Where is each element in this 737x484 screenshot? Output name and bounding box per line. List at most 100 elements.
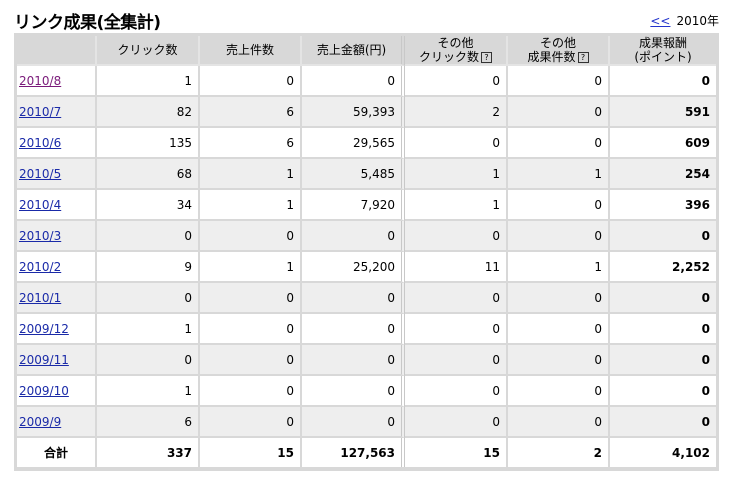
month-cell: 2009/9 — [17, 407, 97, 438]
clicks-cell: 34 — [97, 190, 200, 221]
month-cell: 2009/11 — [17, 345, 97, 376]
other-clicks-cell: 0 — [405, 314, 508, 345]
amount-cell: 7,920 — [302, 190, 405, 221]
header-label: その他 — [437, 36, 474, 50]
table-row: 2010/2 9 1 25,200 11 1 2,252 — [17, 252, 716, 283]
reward-cell: 0 — [610, 345, 716, 376]
sales-cell: 0 — [200, 407, 302, 438]
sales-cell: 0 — [200, 314, 302, 345]
help-icon[interactable]: ? — [577, 52, 589, 63]
reward-cell: 0 — [610, 314, 716, 345]
other-clicks-cell: 0 — [405, 345, 508, 376]
month-link[interactable]: 2010/8 — [19, 73, 62, 88]
table-row: 2010/5 68 1 5,485 1 1 254 — [17, 159, 716, 190]
header-month — [17, 36, 97, 66]
month-link[interactable]: 2010/4 — [19, 197, 62, 212]
clicks-cell: 82 — [97, 97, 200, 128]
month-cell: 2010/1 — [17, 283, 97, 314]
month-link[interactable]: 2010/6 — [19, 135, 62, 150]
clicks-cell: 6 — [97, 407, 200, 438]
header-label: クリック数 — [418, 50, 479, 64]
prev-year-link[interactable]: << — [650, 14, 671, 28]
month-link[interactable]: 2010/3 — [19, 228, 62, 243]
sales-cell: 1 — [200, 190, 302, 221]
header-label: (ポイント) — [634, 50, 692, 64]
clicks-cell: 135 — [97, 128, 200, 159]
month-link[interactable]: 2010/5 — [19, 166, 62, 181]
clicks-cell: 0 — [97, 283, 200, 314]
sales-cell: 0 — [200, 221, 302, 252]
reward-cell: 0 — [610, 376, 716, 407]
table-row: 2009/11 0 0 0 0 0 0 — [17, 345, 716, 376]
month-cell: 2010/7 — [17, 97, 97, 128]
clicks-cell: 68 — [97, 159, 200, 190]
other-clicks-cell: 0 — [405, 66, 508, 97]
month-link[interactable]: 2010/7 — [19, 104, 62, 119]
header-sales: 売上件数 — [200, 36, 302, 66]
month-cell: 2010/4 — [17, 190, 97, 221]
table-row: 2010/6 135 6 29,565 0 0 609 — [17, 128, 716, 159]
clicks-cell: 1 — [97, 66, 200, 97]
month-cell: 2010/6 — [17, 128, 97, 159]
other-results-cell: 0 — [508, 221, 610, 252]
month-link[interactable]: 2009/10 — [19, 383, 69, 398]
header-other-clicks: その他 クリック数? — [405, 36, 508, 66]
month-link[interactable]: 2009/9 — [19, 414, 62, 429]
other-results-cell: 0 — [508, 314, 610, 345]
sales-cell: 0 — [200, 376, 302, 407]
month-link[interactable]: 2009/12 — [19, 321, 69, 336]
header-label: 売上件数 — [225, 43, 274, 57]
month-cell: 2010/8 — [17, 66, 97, 97]
clicks-cell: 0 — [97, 345, 200, 376]
amount-cell: 0 — [302, 66, 405, 97]
year-nav: << 2010年 — [650, 12, 719, 29]
month-link[interactable]: 2009/11 — [19, 352, 69, 367]
table-row: 2010/7 82 6 59,393 2 0 591 — [17, 97, 716, 128]
help-icon[interactable]: ? — [481, 52, 492, 63]
reward-cell: 396 — [610, 190, 716, 221]
header-reward: 成果報酬 (ポイント) — [610, 36, 716, 66]
month-cell: 2010/2 — [17, 252, 97, 283]
other-results-cell: 0 — [508, 407, 610, 438]
other-clicks-cell: 1 — [405, 190, 508, 221]
reward-cell: 609 — [610, 128, 716, 159]
amount-cell: 0 — [302, 407, 405, 438]
amount-cell: 0 — [302, 314, 405, 345]
amount-cell: 29,565 — [302, 128, 405, 159]
page-title: リンク成果(全集計) — [14, 13, 161, 33]
total-row: 合計 337 15 127,563 15 2 4,102 — [17, 438, 716, 467]
header-amount: 売上金額(円) — [302, 36, 405, 66]
total-clicks: 337 — [97, 438, 200, 467]
other-results-cell: 0 — [508, 97, 610, 128]
clicks-cell: 1 — [97, 314, 200, 345]
total-sales: 15 — [200, 438, 302, 467]
header-label: 成果報酬 — [638, 36, 687, 50]
month-link[interactable]: 2010/2 — [19, 259, 62, 274]
reward-cell: 0 — [610, 66, 716, 97]
other-results-cell: 1 — [508, 159, 610, 190]
table-row: 2009/9 6 0 0 0 0 0 — [17, 407, 716, 438]
clicks-cell: 1 — [97, 376, 200, 407]
month-link[interactable]: 2010/1 — [19, 290, 62, 305]
clicks-cell: 0 — [97, 221, 200, 252]
current-year: 2010年 — [676, 14, 719, 28]
other-clicks-cell: 0 — [405, 128, 508, 159]
amount-cell: 59,393 — [302, 97, 405, 128]
other-results-cell: 0 — [508, 190, 610, 221]
header-label: その他 — [539, 36, 576, 50]
table-row: 2009/12 1 0 0 0 0 0 — [17, 314, 716, 345]
sales-cell: 6 — [200, 97, 302, 128]
sales-cell: 1 — [200, 252, 302, 283]
sales-cell: 6 — [200, 128, 302, 159]
other-results-cell: 1 — [508, 252, 610, 283]
reward-cell: 254 — [610, 159, 716, 190]
header-label: 成果件数 — [527, 50, 576, 64]
month-cell: 2010/3 — [17, 221, 97, 252]
header-other-results: その他 成果件数? — [508, 36, 610, 66]
other-results-cell: 0 — [508, 345, 610, 376]
month-cell: 2009/10 — [17, 376, 97, 407]
header-clicks: クリック数 — [97, 36, 200, 66]
sales-cell: 1 — [200, 159, 302, 190]
other-clicks-cell: 1 — [405, 159, 508, 190]
table-row: 2010/8 1 0 0 0 0 0 — [17, 66, 716, 97]
